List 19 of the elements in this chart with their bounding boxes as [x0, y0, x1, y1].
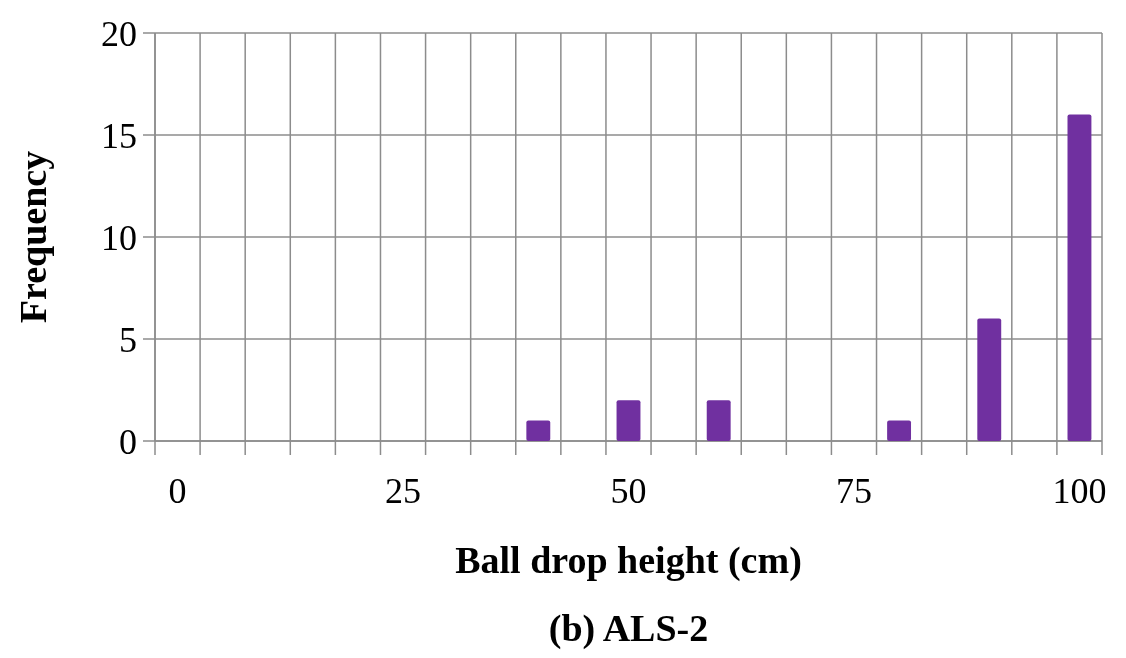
x-tick-label: 75: [835, 471, 872, 511]
text: (b) ALS-2: [548, 607, 709, 650]
y-tick-label: 5: [119, 319, 137, 360]
bar: [887, 420, 912, 441]
bar: [616, 400, 641, 441]
y-tick-label: 15: [101, 115, 137, 156]
bar: [1067, 114, 1092, 441]
x-tick-label: 0: [168, 471, 187, 511]
y-tick-label: 0: [119, 421, 137, 462]
y-axis-title: Frequency: [12, 150, 54, 324]
bar: [977, 318, 1002, 441]
x-tick-label: 25: [385, 471, 422, 511]
y-tick-label: 10: [101, 217, 137, 258]
x-tick-label: 100: [1052, 471, 1107, 511]
y-tick-label: 20: [101, 13, 137, 54]
bar: [526, 420, 551, 441]
bar: [706, 400, 731, 441]
x-axis-title: Ball drop height (cm): [455, 539, 802, 582]
x-tick-label: 50: [610, 471, 647, 511]
